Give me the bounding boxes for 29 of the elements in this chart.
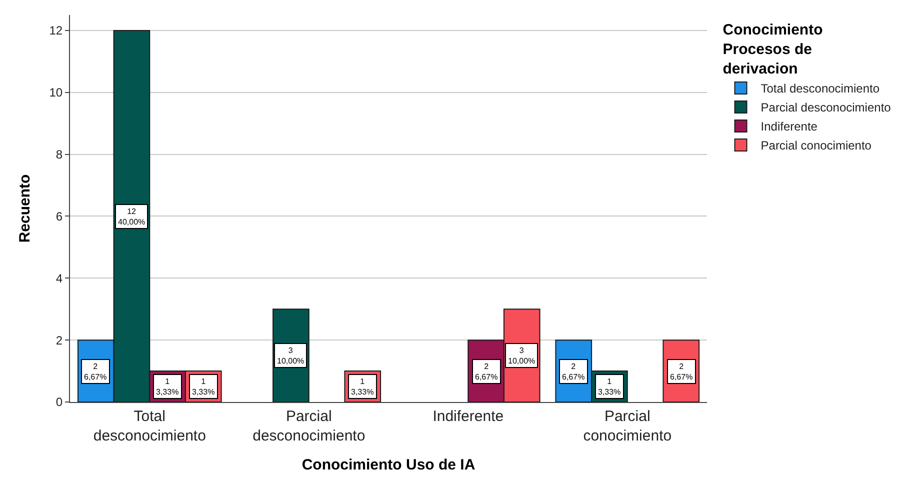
data-label: 3 10,00% bbox=[508, 346, 536, 366]
legend-title: Conocimiento Procesos de derivacion bbox=[722, 22, 823, 78]
data-label: 3 10,00% bbox=[277, 346, 304, 366]
legend-label: Parcial conocimiento bbox=[760, 138, 872, 153]
legend-label: Parcial desconocimiento bbox=[760, 100, 892, 115]
y-tick-label: 2 bbox=[56, 333, 63, 348]
x-axis-title: Conocimiento Uso de IA bbox=[302, 456, 476, 474]
x-tick-label: Parcial conocimiento bbox=[583, 408, 672, 444]
data-label: 2 6,67% bbox=[670, 362, 693, 382]
data-label: 1 3,33% bbox=[351, 377, 374, 396]
y-tick-label: 0 bbox=[56, 395, 63, 410]
legend-label: Indiferente bbox=[760, 120, 818, 134]
x-tick-label: Parcial desconocimiento bbox=[252, 408, 366, 444]
data-label: 1 3,33% bbox=[192, 377, 215, 396]
data-label: 2 6,67% bbox=[84, 362, 107, 382]
x-tick-label: Total desconocimiento bbox=[93, 408, 206, 444]
y-axis-title: Recuento bbox=[16, 174, 34, 243]
x-tick-label: Indiferente bbox=[432, 408, 504, 425]
y-tick-label: 10 bbox=[49, 86, 63, 100]
data-label: 1 3,33% bbox=[598, 377, 621, 396]
y-tick-label: 4 bbox=[56, 271, 63, 286]
data-label: 12 40,00% bbox=[118, 207, 146, 226]
y-tick-label: 6 bbox=[56, 209, 63, 224]
y-tick-label: 12 bbox=[49, 24, 63, 38]
data-label: 2 6,67% bbox=[475, 362, 498, 382]
legend-label: Total desconocimiento bbox=[760, 82, 880, 96]
data-label: 1 3,33% bbox=[156, 377, 179, 396]
y-tick-label: 8 bbox=[56, 148, 63, 162]
data-label: 2 6,67% bbox=[562, 362, 585, 382]
